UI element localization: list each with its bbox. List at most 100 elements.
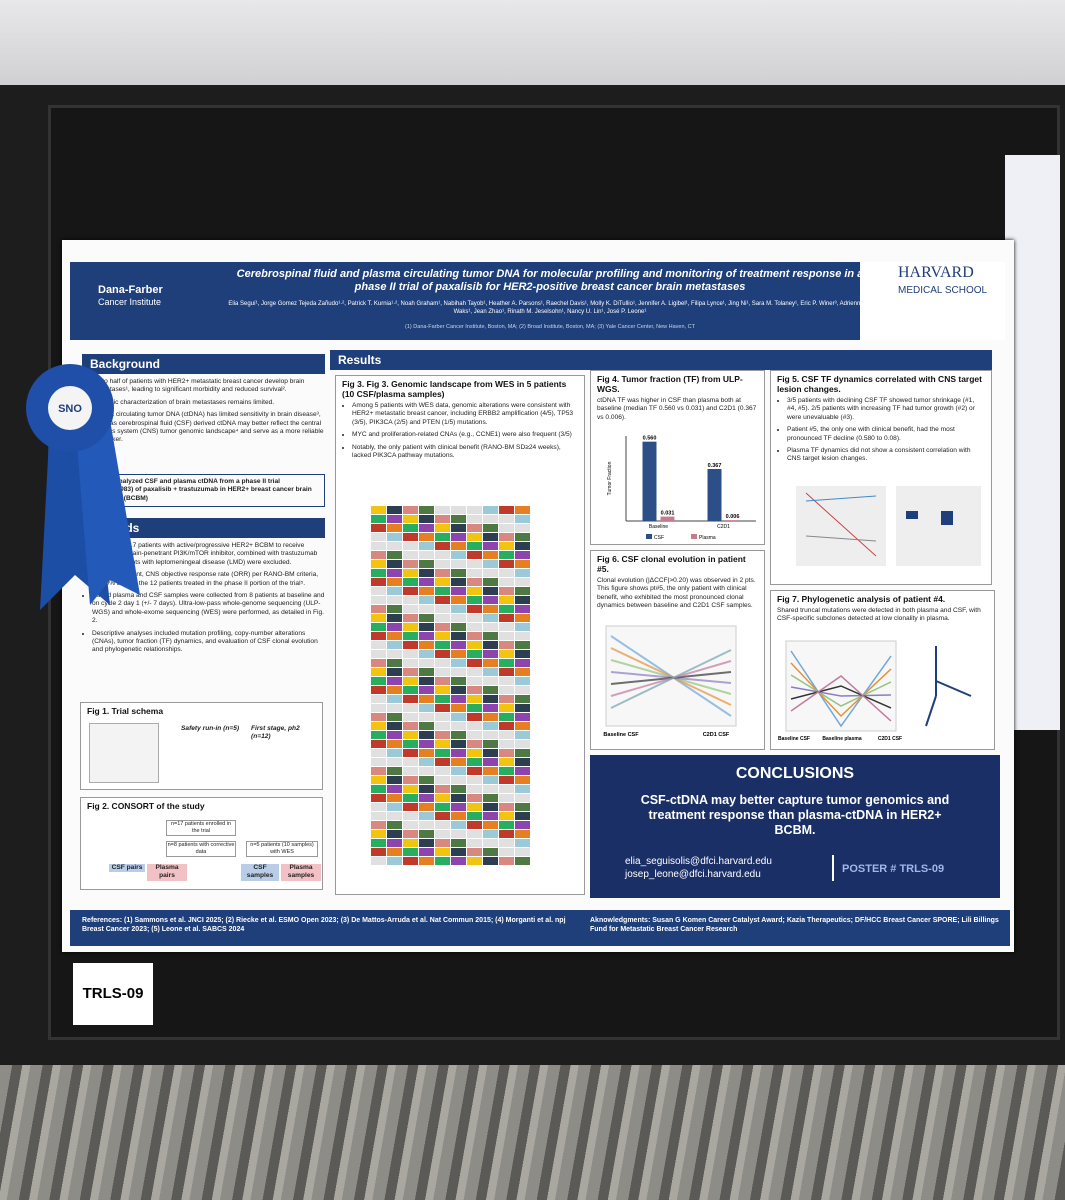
heatmap-cell [403,524,418,532]
heatmap-cell [371,650,386,658]
heatmap-cell [387,776,402,784]
ribbon-text: SNO [58,403,82,415]
heatmap-cell [403,533,418,541]
heatmap-cell [435,767,450,775]
heatmap-cell [467,767,482,775]
heatmap-cell [467,551,482,559]
heatmap-cell [371,551,386,559]
heatmap-cell [467,695,482,703]
bar [725,520,740,521]
emails: elia_seguisolis@dfci.harvard.edu josep_le… [625,855,772,881]
heatmap-cell [515,704,530,712]
heatmap-cell [403,785,418,793]
heatmap-cell [483,614,498,622]
heatmap-cell [499,623,514,631]
heatmap-cell [419,731,434,739]
heatmap-cell [419,515,434,523]
heatmap-cell [499,731,514,739]
node: Plasma samples [281,864,321,881]
heatmap-cell [483,749,498,757]
heatmap-cell [499,542,514,550]
heatmap-cell [467,515,482,523]
heatmap-cell [515,605,530,613]
heatmap-cell [515,695,530,703]
bullet: Patient #5, the only one with clinical b… [787,426,985,443]
heatmap-cell [451,776,466,784]
heatmap-cell [451,839,466,847]
heatmap-cell [371,857,386,865]
bar [941,511,953,525]
heatmap-cell [371,614,386,622]
heatmap-cell [419,749,434,757]
heatmap-cell [435,848,450,856]
heatmap-cell [483,839,498,847]
heatmap-cell [435,839,450,847]
heatmap-cell [451,803,466,811]
heatmap-cell [435,668,450,676]
bullet: Primary endpoint, CNS objective response… [92,571,325,588]
figure-title: Fig 7. Phylogenetic analysis of patient … [777,594,946,604]
authors: Elia Seguí¹, Jorge Gomez Tejeda Zañudo¹·… [228,301,872,315]
heatmap-cell [467,785,482,793]
figure-title: Fig 3. Fig 3. Genomic landscape from WES… [342,379,567,399]
heatmap-cell [451,551,466,559]
trace [805,492,877,557]
heatmap-cell [483,830,498,838]
heatmap-cell [387,740,402,748]
heatmap-cell [499,848,514,856]
heatmap-cell [403,821,418,829]
heatmap-cell [419,506,434,514]
fig3-text: Among 5 patients with WES data, genomic … [336,402,584,460]
heatmap-cell [467,650,482,658]
heatmap-cell [451,785,466,793]
ribbon: SNO [26,364,140,610]
bullet: Genomic characterization of brain metast… [92,399,325,407]
bullet: Notably, the only patient with clinical … [352,444,578,461]
heatmap-cell [483,551,498,559]
heatmap-cell [419,785,434,793]
clone-trace [610,649,732,709]
heatmap-cell [435,623,450,631]
logo-right: HARVARD MEDICAL SCHOOL [860,262,1005,340]
heatmap-cell [419,794,434,802]
heatmap-cell [371,785,386,793]
heatmap-cell [371,533,386,541]
section-heading: Results [330,350,992,370]
bar [660,516,675,521]
heatmap-cell [371,848,386,856]
affiliations: (1) Dana-Farber Cancer Institute, Boston… [405,324,695,330]
heatmap-cell [371,758,386,766]
node: n=17 patients enrolled in the trial [166,820,236,836]
references: References: (1) Sammons et al. JNCI 2025… [82,917,566,933]
heatmap-cell [499,812,514,820]
heatmap-cell [483,578,498,586]
heatmap-cell [451,713,466,721]
tree-edge [935,680,972,697]
bar [707,469,722,521]
heatmap-cell [515,857,530,865]
heatmap-cell [467,722,482,730]
heatmap-cell [435,713,450,721]
heatmap-cell [483,677,498,685]
poster-number: POSTER # TRLS-09 [842,863,945,875]
heatmap-cell [435,704,450,712]
heatmap-cell [515,515,530,523]
heatmap-cell [467,659,482,667]
heatmap-cell [371,767,386,775]
heatmap-cell [403,596,418,604]
heatmap-cell [371,641,386,649]
legend-label: CSF [654,535,664,541]
divider [832,855,834,881]
heatmap-cell [435,560,450,568]
heatmap-cell [515,767,530,775]
heatmap-cell [403,569,418,577]
heatmap-cell [435,731,450,739]
logo-text: HARVARD [898,264,974,281]
heatmap-cell [419,740,434,748]
heatmap-cell [499,776,514,784]
heatmap-cell [387,839,402,847]
heatmap-cell [435,812,450,820]
heatmap-cell [467,803,482,811]
heatmap-cell [435,749,450,757]
heatmap-cell [419,524,434,532]
